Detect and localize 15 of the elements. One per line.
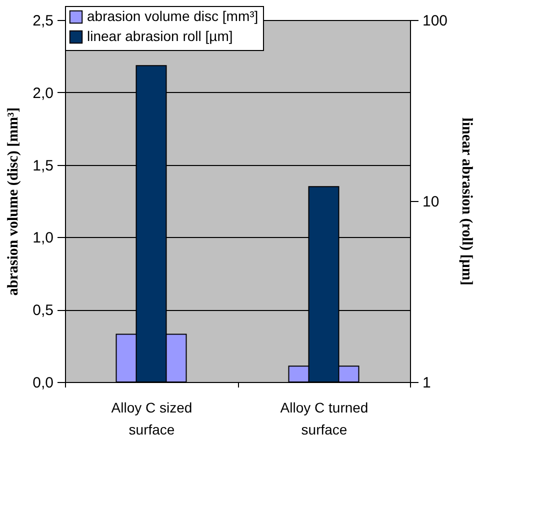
x-tick-label: Alloy C turned surface [280,400,368,438]
y-tick-label: 0,0 [32,374,54,392]
y-tick-label: 1,5 [32,157,54,174]
y-tick-label: 1,0 [32,230,54,247]
y2-axis-title: linear abrasion (roll) [µm] [458,118,475,286]
legend-label: abrasion volume disc [mm³] [87,8,258,24]
y-axis-title: abrasion volume (disc) [mm³] [6,107,22,296]
y-tick-label: 2,0 [32,84,54,102]
y2-tick-label: 1 [422,374,431,392]
y2-tick-label: 10 [422,194,440,210]
legend-label: linear abrasion roll [µm] [87,28,233,44]
y-tick-label: 0,5 [32,302,54,320]
x-tick-label: Alloy C sized surface [111,400,192,438]
y2-tick-label: 100 [422,12,448,30]
y-tick-label: 2,5 [32,12,54,30]
